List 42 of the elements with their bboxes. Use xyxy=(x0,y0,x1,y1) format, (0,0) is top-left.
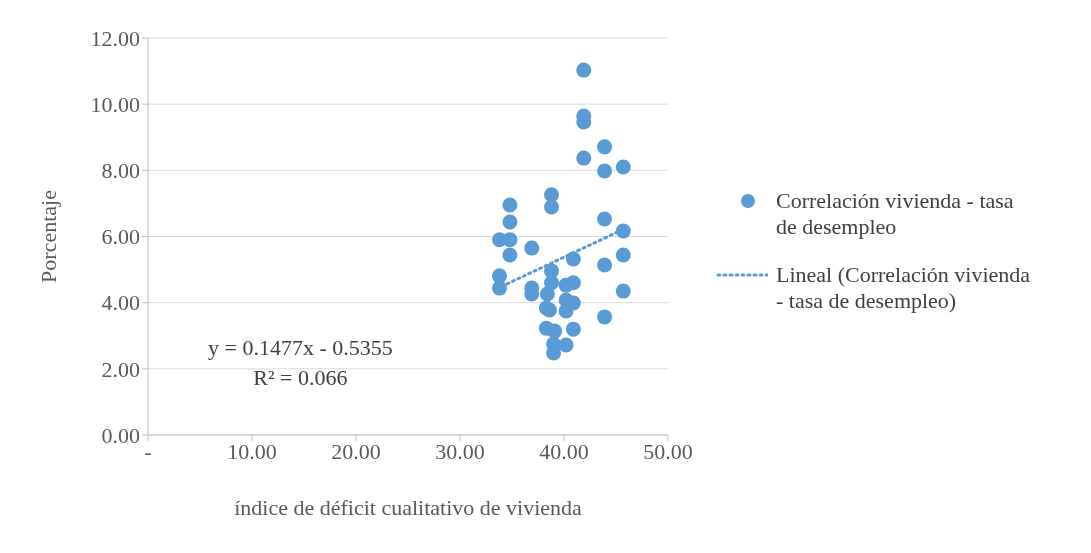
point xyxy=(615,247,631,263)
y-tick-label: 12.00 xyxy=(90,25,140,51)
x-tick-label: 10.00 xyxy=(227,438,277,464)
point xyxy=(597,211,613,227)
x-tick-label: 50.00 xyxy=(643,438,693,464)
point xyxy=(492,280,508,296)
y-tick-label: 6.00 xyxy=(101,224,140,250)
annotation: y = 0.1477x - 0.5355 xyxy=(208,334,393,362)
y-tick-label: 0.00 xyxy=(101,422,140,448)
point xyxy=(502,232,518,248)
y-tick-label: 8.00 xyxy=(101,158,140,184)
y-tick-label: 4.00 xyxy=(101,290,140,316)
x-tick-label: 20.00 xyxy=(331,438,381,464)
point xyxy=(597,139,613,155)
annotation: R² = 0.066 xyxy=(252,364,349,392)
point xyxy=(565,321,581,337)
y-tick-label: 2.00 xyxy=(101,356,140,382)
y-tick-label: 10.00 xyxy=(90,91,140,117)
legend-label: Lineal (Correlación vivienda - tasa de desempleo) xyxy=(776,262,1032,314)
point xyxy=(597,163,613,179)
point xyxy=(544,199,560,215)
point xyxy=(576,62,592,78)
point xyxy=(615,283,631,299)
x-axis-title: índice de déficit cualitativo de vivienda xyxy=(234,495,583,520)
x-tick-label: 40.00 xyxy=(539,438,589,464)
x-tick-label: - xyxy=(144,438,152,464)
point xyxy=(502,214,518,230)
legend-label: Correlación vivienda - tasa de desempleo xyxy=(776,188,1015,240)
point xyxy=(597,309,613,325)
point xyxy=(565,275,581,291)
point xyxy=(558,303,574,319)
point xyxy=(502,247,518,263)
x-tick-label: 30.00 xyxy=(435,438,485,464)
point xyxy=(547,323,563,339)
y-axis-title: Porcentaje xyxy=(35,190,61,283)
point xyxy=(615,159,631,175)
point xyxy=(524,240,540,256)
point xyxy=(544,187,560,203)
point xyxy=(502,197,518,213)
point xyxy=(597,257,613,273)
point xyxy=(576,150,592,166)
point xyxy=(539,286,555,302)
